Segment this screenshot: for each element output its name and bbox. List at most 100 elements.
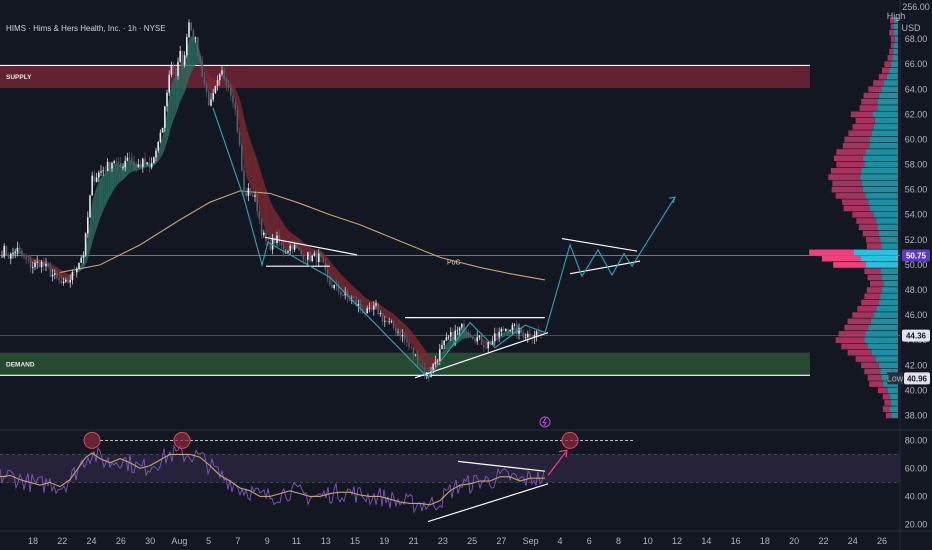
candle-body: [27, 259, 30, 261]
candle-body: [419, 365, 421, 367]
candle-body: [106, 162, 109, 171]
cloud-segment: [244, 117, 247, 177]
cloud-segment: [167, 97, 170, 143]
candle-body: [496, 333, 498, 337]
candle-body: [439, 349, 441, 361]
volume-profile-bar-up: [862, 180, 898, 187]
cloud-segment: [448, 337, 451, 351]
volume-profile-bar-down: [831, 186, 863, 193]
volume-profile-bar-up: [868, 199, 898, 206]
cloud-segment: [332, 263, 335, 283]
volume-profile-bar-down: [887, 55, 893, 61]
cloud-segment: [400, 320, 403, 334]
cloud-segment: [206, 70, 209, 90]
candle-body: [135, 165, 137, 167]
candle-body: [227, 85, 230, 88]
cloud-segment: [261, 174, 264, 225]
cloud-segment: [329, 260, 332, 281]
cloud-segment: [169, 84, 172, 135]
candle-body: [137, 164, 140, 167]
candle-body: [58, 277, 60, 281]
volume-profile-bar-down: [830, 167, 862, 174]
candle-body: [480, 335, 483, 345]
volume-profile-bar-down: [889, 29, 894, 36]
candle-body: [342, 295, 344, 296]
trend-cloud: [2, 35, 541, 373]
cloud-segment: [211, 77, 214, 94]
candle-body: [223, 70, 225, 79]
volume-profile-bar-down: [864, 268, 881, 275]
cloud-segment: [129, 160, 132, 174]
candle-body: [212, 92, 214, 100]
candle-body: [412, 347, 415, 356]
cloud-segment: [233, 84, 236, 101]
volume-profile-bar-down: [842, 199, 869, 206]
candle-body: [168, 74, 170, 93]
moving-average: [59, 190, 546, 281]
candle-body: [535, 331, 538, 336]
price-badges: 50.75 44.36 Low 40.96: [887, 249, 930, 385]
cloud-segment: [74, 272, 77, 276]
volume-profile-bar-down: [866, 243, 882, 249]
currency-label[interactable]: USD: [901, 23, 921, 33]
time-tick-label: Aug: [171, 536, 187, 546]
triangle-upper-line: [561, 237, 638, 252]
oscillator-indicator-line: [0, 444, 545, 514]
volume-profile-bar-up: [880, 268, 898, 275]
candle-body: [401, 334, 404, 337]
candle-body: [300, 250, 302, 255]
cloud-segment: [103, 173, 106, 211]
volume-profile-bar-up: [881, 243, 898, 249]
volume-profile-bar-down: [847, 318, 871, 325]
candle-body: [307, 252, 309, 260]
candle-body: [318, 253, 320, 263]
candle-body: [348, 297, 351, 301]
cloud-segment: [189, 35, 192, 79]
poc-label: PoC: [447, 260, 461, 267]
volume-profile-bar-down: [836, 161, 865, 168]
projected-path-arrow: [668, 196, 676, 204]
candle-body: [340, 291, 342, 296]
volume-profile-bar-down: [861, 299, 879, 306]
candle-body: [461, 324, 463, 328]
time-tick-label: 12: [672, 536, 682, 546]
candle-body: [326, 269, 329, 279]
candle-body: [100, 171, 102, 173]
cloud-segment: [32, 257, 35, 264]
price-tick-label: 62.00: [905, 109, 928, 119]
candle-body: [249, 188, 252, 195]
cloud-segment: [156, 151, 159, 164]
candle-body: [238, 131, 241, 145]
candle-body: [428, 372, 430, 377]
volume-profile-bar-up: [880, 236, 898, 243]
volume-profile-bar-down: [838, 331, 866, 337]
cloud-segment: [508, 330, 511, 336]
volume-profile-bar-down: [857, 305, 877, 312]
candle-body: [78, 262, 80, 269]
time-tick-label: 16: [731, 536, 741, 546]
time-tick-label: 9: [265, 536, 270, 546]
volume-profile-bar-up: [866, 331, 898, 337]
cloud-segment: [336, 268, 339, 287]
cloud-segment: [266, 188, 269, 236]
cloud-segment: [369, 299, 372, 310]
candle-body: [278, 235, 280, 243]
volume-profile-bar-down: [866, 236, 881, 243]
candle-body: [51, 274, 54, 277]
price-tick-label: 46.00: [905, 310, 928, 320]
oscillator-tick-label: 60.00: [905, 463, 928, 473]
candle-body: [186, 37, 188, 56]
price-badge: [902, 329, 930, 342]
time-tick-label: 26: [116, 536, 126, 546]
candle-body: [60, 280, 63, 284]
cloud-segment: [116, 163, 119, 187]
cloud-segment: [158, 143, 161, 162]
cloud-segment: [303, 242, 306, 257]
candle-body: [18, 247, 21, 251]
candle-body: [43, 262, 45, 267]
cloud-segment: [208, 74, 211, 94]
time-tick-label: 4: [557, 536, 562, 546]
price-tick-label: 58.00: [905, 160, 928, 170]
candle-body: [150, 163, 153, 168]
